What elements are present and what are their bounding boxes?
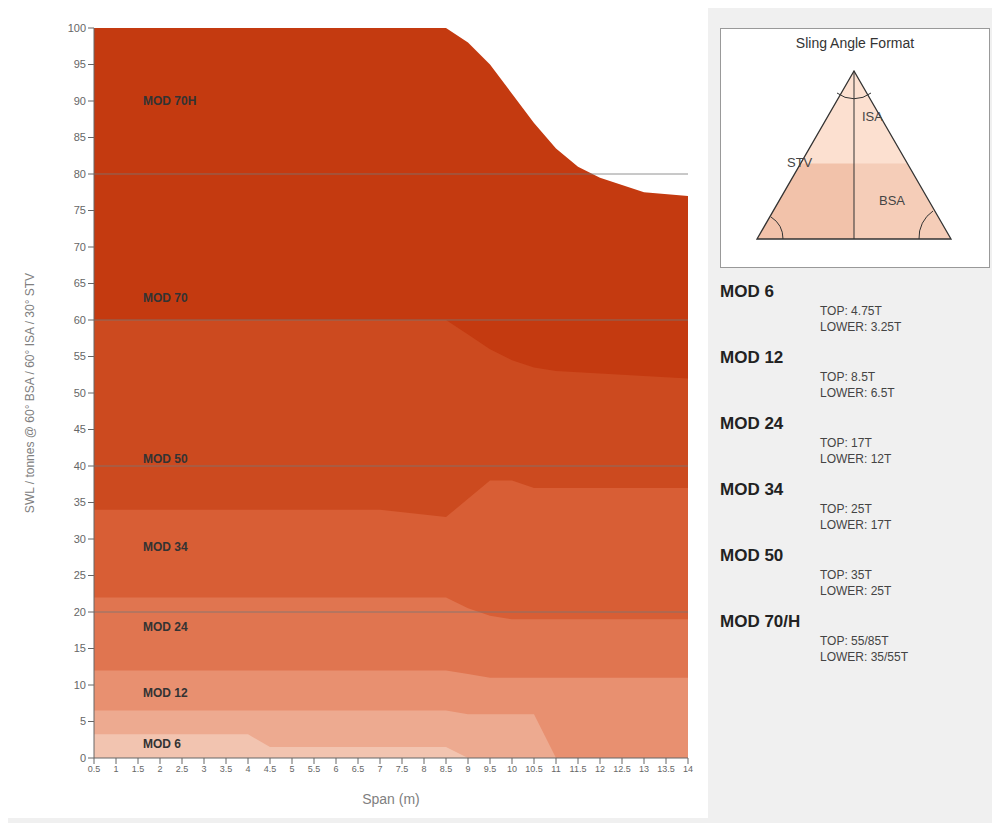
svg-text:MOD 70: MOD 70 [143,291,188,305]
html-text:LOWER: 25T: LOWER: 25T [820,584,892,598]
svg-text:7: 7 [377,764,382,774]
html-text:LOWER: 6.5T: LOWER: 6.5T [820,386,895,400]
svg-text:11: 11 [551,764,560,774]
svg-text:55: 55 [74,350,86,362]
svg-text:MOD 24: MOD 24 [143,620,188,634]
svg-text:0.5: 0.5 [88,764,101,774]
html-text:TOP: 17T: TOP: 17T [820,436,872,450]
svg-text:11.5: 11.5 [570,764,587,774]
svg-text:10: 10 [74,679,86,691]
html-text:LOWER: 12T: LOWER: 12T [820,452,892,466]
svg-text:4: 4 [245,764,250,774]
svg-text:12: 12 [595,764,605,774]
svg-text:5: 5 [289,764,294,774]
svg-text:MOD 34: MOD 34 [143,540,188,554]
svg-text:9: 9 [465,764,470,774]
svg-text:1.5: 1.5 [132,764,145,774]
svg-text:MOD 6: MOD 6 [143,737,181,751]
svg-text:85: 85 [74,131,86,143]
html-text:TOP: 4.75T: TOP: 4.75T [820,304,882,318]
svg-text:BSA: BSA [879,193,905,208]
svg-text:35: 35 [74,496,86,508]
svg-text:0: 0 [80,752,86,764]
html-text:MOD 50: MOD 50 [720,546,784,565]
svg-text:6.5: 6.5 [352,764,365,774]
svg-text:10: 10 [507,764,517,774]
html-text:TOP: 25T: TOP: 25T [820,502,872,516]
html-text:TOP: 35T: TOP: 35T [820,568,872,582]
svg-text:50: 50 [74,387,86,399]
svg-text:40: 40 [74,460,86,472]
html-text:LOWER: 3.25T: LOWER: 3.25T [820,320,902,334]
html-text:MOD 70/H: MOD 70/H [720,612,801,631]
svg-text:12.5: 12.5 [613,764,631,774]
svg-text:60: 60 [74,314,86,326]
html-text:Sling Angle Format: Sling Angle Format [795,35,915,51]
svg-text:45: 45 [74,423,86,435]
svg-text:15: 15 [74,642,86,654]
svg-text:7.5: 7.5 [396,764,409,774]
html-text:LOWER: 35/55T: LOWER: 35/55T [820,650,908,664]
svg-text:8: 8 [421,764,426,774]
html-text:MOD 12: MOD 12 [720,348,784,367]
svg-text:5.5: 5.5 [308,764,321,774]
svg-text:8.5: 8.5 [440,764,453,774]
svg-text:6: 6 [333,764,338,774]
svg-text:MOD 70H: MOD 70H [143,94,196,108]
svg-text:ISA: ISA [862,109,883,124]
svg-text:Span (m): Span (m) [362,791,420,807]
svg-text:80: 80 [74,168,86,180]
svg-text:SWL / tonnes @ 60° BSA / 60° I: SWL / tonnes @ 60° BSA / 60° ISA / 30° S… [23,273,37,513]
svg-text:100: 100 [68,22,86,34]
svg-text:25: 25 [74,569,86,581]
svg-text:65: 65 [74,277,86,289]
svg-text:90: 90 [74,95,86,107]
svg-text:14: 14 [683,764,693,774]
svg-text:13: 13 [639,764,649,774]
svg-text:30: 30 [74,533,86,545]
svg-text:1: 1 [113,764,118,774]
svg-text:3.5: 3.5 [220,764,233,774]
svg-text:95: 95 [74,58,86,70]
svg-text:5: 5 [80,715,86,727]
svg-text:2: 2 [157,764,162,774]
html-text:MOD 34: MOD 34 [720,480,784,499]
svg-text:9.5: 9.5 [484,764,497,774]
svg-text:3: 3 [201,764,206,774]
svg-text:MOD 12: MOD 12 [143,686,188,700]
html-text:MOD 6: MOD 6 [720,282,774,301]
html-text:LOWER: 17T: LOWER: 17T [820,518,892,532]
svg-text:20: 20 [74,606,86,618]
svg-text:MOD 50: MOD 50 [143,452,188,466]
svg-text:75: 75 [74,204,86,216]
svg-text:10.5: 10.5 [525,764,543,774]
html-text:MOD 24: MOD 24 [720,414,784,433]
svg-text:2.5: 2.5 [176,764,189,774]
svg-text:4.5: 4.5 [264,764,277,774]
svg-text:STV: STV [787,155,813,170]
html-text:TOP: 55/85T: TOP: 55/85T [820,634,889,648]
svg-text:70: 70 [74,241,86,253]
html-text:TOP: 8.5T: TOP: 8.5T [820,370,876,384]
svg-text:13.5: 13.5 [657,764,675,774]
